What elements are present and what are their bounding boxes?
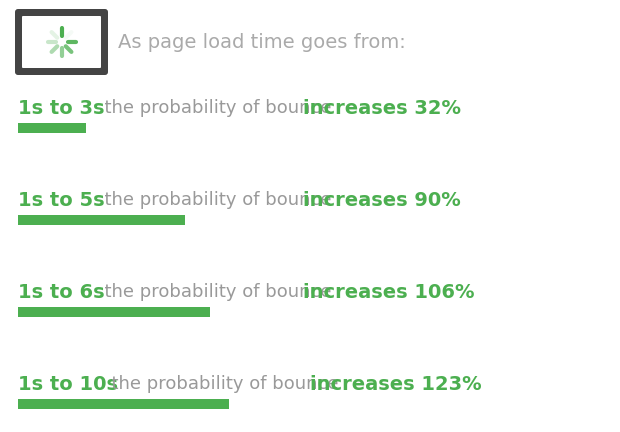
Text: 1s to 10s  the probability of bounce: 1s to 10s the probability of bounce: [18, 375, 345, 393]
FancyBboxPatch shape: [22, 16, 101, 68]
FancyBboxPatch shape: [18, 215, 185, 225]
Text: increases 123%: increases 123%: [310, 375, 482, 394]
Text: As page load time goes from:: As page load time goes from:: [118, 32, 405, 51]
Text: increases 32%: increases 32%: [303, 98, 461, 118]
FancyBboxPatch shape: [18, 123, 86, 133]
Text: increases 106%: increases 106%: [303, 283, 474, 302]
Text: the probability of bounce: the probability of bounce: [93, 283, 337, 301]
Text: 1s to 6s: 1s to 6s: [18, 283, 105, 302]
Text: increases 90%: increases 90%: [303, 191, 461, 210]
Text: the probability of bounce: the probability of bounce: [100, 375, 344, 393]
Text: 1s to 6s  the probability of bounce: 1s to 6s the probability of bounce: [18, 283, 334, 301]
FancyBboxPatch shape: [18, 399, 229, 409]
Text: 1s to 3s  the probability of bounce: 1s to 3s the probability of bounce: [18, 99, 334, 117]
Text: 1s to 10s: 1s to 10s: [18, 375, 118, 394]
Text: 1s to 3s: 1s to 3s: [18, 98, 105, 118]
FancyBboxPatch shape: [18, 307, 210, 317]
Text: the probability of bounce: the probability of bounce: [93, 99, 337, 117]
Text: the probability of bounce: the probability of bounce: [93, 191, 337, 209]
Text: 1s to 5s: 1s to 5s: [18, 191, 105, 210]
Text: 1s to 5s  the probability of bounce: 1s to 5s the probability of bounce: [18, 191, 334, 209]
FancyBboxPatch shape: [15, 9, 108, 75]
